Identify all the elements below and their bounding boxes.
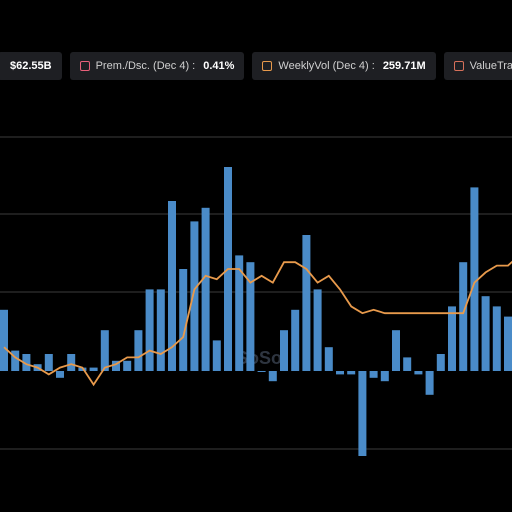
bar [392, 330, 400, 371]
gridlines [0, 136, 512, 450]
bar [246, 262, 255, 371]
bar [212, 340, 221, 371]
bar [156, 289, 165, 371]
line-series [3, 260, 512, 387]
bar [78, 367, 87, 371]
legend-label: Prem./Dsc. (Dec 4) : [95, 60, 196, 72]
bar [481, 296, 490, 371]
bar [347, 371, 356, 375]
legend-swatch-icon [453, 61, 464, 71]
bar [235, 255, 244, 371]
bar [22, 354, 31, 371]
bar [414, 371, 423, 375]
bar [459, 262, 468, 371]
bar [123, 360, 132, 371]
legend-bar: $62.55B Prem./Dsc. (Dec 4) : 0.41% Weekl… [0, 51, 512, 81]
legend-label: WeeklyVol (Dec 4) : [278, 60, 375, 72]
legend-value: 0.41% [203, 60, 235, 72]
bar [470, 187, 479, 371]
bar [134, 330, 143, 371]
bar [44, 354, 53, 371]
bar [313, 289, 322, 371]
bar [190, 221, 199, 371]
bar [280, 330, 288, 371]
bar [179, 269, 188, 371]
bar [403, 357, 412, 371]
bar [369, 371, 378, 378]
bar [291, 309, 300, 371]
bar [358, 371, 367, 456]
legend-swatch-icon [262, 61, 273, 71]
bar [89, 367, 98, 371]
legend-value: 259.71M [382, 60, 426, 72]
legend-chip-value-traded[interactable]: ValueTra [443, 52, 512, 80]
bar [0, 309, 8, 371]
bar [268, 371, 277, 382]
bar [436, 354, 445, 371]
legend-chip-premium-discount[interactable]: Prem./Dsc. (Dec 4) : 0.41% [69, 52, 245, 80]
bar [201, 207, 210, 371]
legend-label: ValueTra [469, 60, 512, 72]
bar [67, 354, 76, 371]
bar [504, 316, 512, 371]
legend-chip-weekly-volume[interactable]: WeeklyVol (Dec 4) : 259.71M [252, 52, 436, 80]
bar [112, 360, 120, 371]
bar [257, 371, 266, 372]
bar-series [0, 167, 512, 456]
legend-chip-market-cap[interactable]: $62.55B [0, 52, 62, 80]
bar [56, 371, 64, 378]
bar [100, 330, 109, 371]
bar [336, 371, 344, 375]
bar [168, 201, 176, 371]
legend-value: $62.55B [10, 60, 52, 72]
bar [380, 371, 389, 382]
bar [324, 347, 333, 371]
legend-swatch-icon [79, 61, 90, 71]
bar [11, 350, 20, 371]
bar [492, 306, 501, 371]
bar [448, 306, 456, 371]
bar [302, 235, 311, 371]
bar [425, 371, 434, 395]
bar [145, 289, 154, 371]
